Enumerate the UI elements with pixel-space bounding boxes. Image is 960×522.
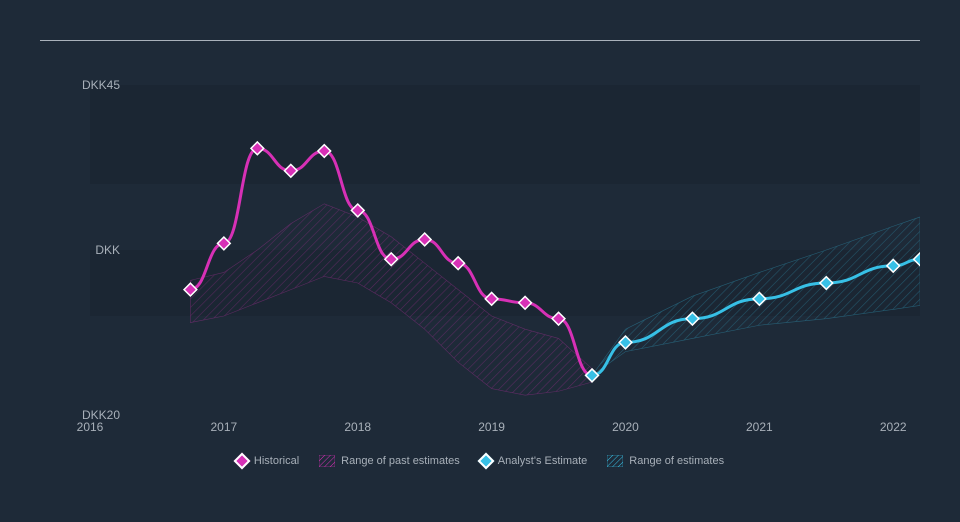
x-tick-label: 2019 — [478, 420, 505, 434]
legend-marker-diamond — [233, 453, 250, 470]
legend-label: Range of past estimates — [341, 455, 460, 467]
legend-label: Analyst's Estimate — [498, 455, 588, 467]
legend-marker-diamond — [477, 453, 494, 470]
x-tick-label: 2022 — [880, 420, 907, 434]
plot-area — [90, 85, 920, 415]
legend-item: Analyst's Estimate — [480, 455, 588, 467]
chart-container: DKK45DKKDKK20 20162017201820192020202120… — [0, 0, 960, 522]
x-tick-label: 2021 — [746, 420, 773, 434]
x-tick-label: 2016 — [77, 420, 104, 434]
x-tick-label: 2017 — [211, 420, 238, 434]
legend-label: Range of estimates — [629, 455, 724, 467]
legend-label: Historical — [254, 455, 299, 467]
x-tick-label: 2020 — [612, 420, 639, 434]
legend-item: Historical — [236, 455, 299, 467]
legend-item: Range of past estimates — [319, 455, 460, 467]
y-tick-label: DKK45 — [60, 78, 120, 92]
y-tick-label: DKK — [60, 243, 120, 257]
chart-svg — [90, 85, 920, 415]
legend-item: Range of estimates — [607, 455, 724, 467]
x-tick-label: 2018 — [344, 420, 371, 434]
legend-marker-hatch — [607, 455, 623, 467]
top-rule — [40, 40, 920, 41]
legend: Historical Range of past estimates Analyst… — [0, 455, 960, 470]
legend-marker-hatch — [319, 455, 335, 467]
